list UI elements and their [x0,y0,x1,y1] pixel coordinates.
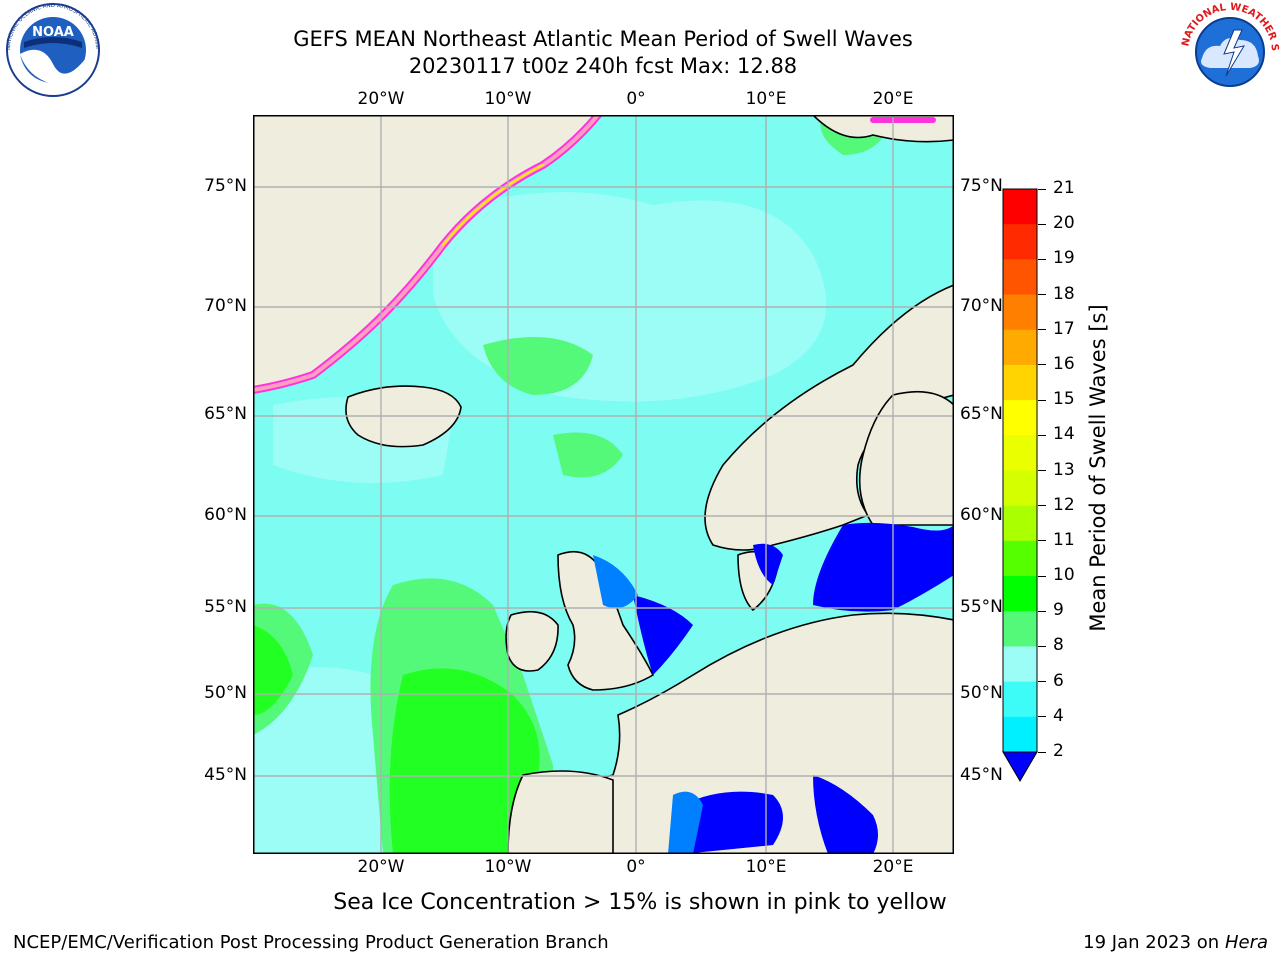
colorbar-tick-label: 8 [1053,635,1064,656]
colorbar-band [1003,470,1037,507]
colorbar-tick-label: 18 [1053,283,1075,304]
lat-label-right: 65°N [960,404,1003,424]
sea-ice-edge [253,115,936,394]
sea-ice-note: Sea Ice Concentration > 15% is shown in … [333,890,947,915]
lat-label-right: 70°N [960,296,1003,316]
credit-right: 19 Jan 2023 on Hera [1083,932,1268,953]
colorbar-tick-label: 13 [1053,459,1075,480]
lat-label-left: 70°N [204,296,247,316]
colorbar-tick-label: 20 [1053,213,1075,234]
credit-left: NCEP/EMC/Verification Post Processing Pr… [13,932,609,953]
colorbar-band [1003,681,1037,718]
colorbar-tick-label: 12 [1053,494,1075,515]
swell-2-4s-patches [633,522,954,854]
map-frame [253,115,954,854]
colorbar-band [1003,364,1037,401]
colorbar-tick-label: 17 [1053,318,1075,339]
nws-logo: NATIONAL WEATHER SERVICE [1176,0,1280,100]
lon-label-bottom: 20°E [872,857,914,877]
colorbar-tick-mark [1038,645,1046,647]
lat-label-left: 55°N [204,597,247,617]
graticule [253,115,954,854]
colorbar-band [1003,189,1037,225]
colorbar-extend-triangle [1002,751,1038,782]
colorbar-band [1003,435,1037,471]
colorbar-band [1003,611,1037,647]
colorbar-tick-mark [1038,610,1046,612]
colorbar-band [1003,224,1037,260]
colorbar-tick-label: 19 [1053,248,1075,269]
lon-label-top: 10°E [745,89,787,109]
lon-label-top: 20°W [357,89,405,109]
colorbar-band [1003,716,1037,753]
colorbar-tick-label: 21 [1053,178,1075,198]
colorbar-tick-label: 6 [1053,670,1064,691]
colorbar-band [1003,259,1037,296]
lat-label-left: 60°N [204,505,247,525]
lat-label-left: 65°N [204,404,247,424]
lat-label-right: 75°N [960,176,1003,196]
colorbar-tick-mark [1038,294,1046,296]
colorbar-tick-label: 10 [1053,565,1075,586]
colorbar-tick-label: 14 [1053,424,1075,445]
lon-label-top: 10°W [484,89,532,109]
colorbar-tick-mark [1038,540,1046,542]
swell-10-12s-patches [253,625,540,854]
colorbar-tick-label: 9 [1053,600,1064,621]
credit-date: 19 Jan 2023 on [1083,932,1225,953]
lon-label-top: 20°E [872,89,914,109]
lat-label-right: 60°N [960,505,1003,525]
lon-label-bottom: 10°E [745,857,787,877]
colorbar-band [1003,576,1037,612]
colorbar-band [1003,294,1037,331]
colorbar-bands [1003,189,1037,753]
colorbar-label: Mean Period of Swell Waves [s] [1086,304,1110,632]
credit-machine: Hera [1224,932,1268,953]
colorbar [1002,188,1038,784]
colorbar-band [1003,400,1037,436]
colorbar-tick-mark [1038,258,1046,260]
colorbar-tick-mark [1038,329,1046,331]
colorbar-tick-mark [1038,716,1046,718]
colorbar-tick-label: 11 [1053,529,1075,550]
lat-label-right: 55°N [960,597,1003,617]
lon-label-bottom: 10°W [484,857,532,877]
colorbar-tick-label: 2 [1053,741,1064,761]
colorbar-tick-mark [1038,188,1046,190]
lon-label-top: 0° [626,89,646,109]
colorbar-tick-mark [1038,364,1046,366]
colorbar-tick-label: 16 [1053,353,1075,374]
lat-label-right: 50°N [960,683,1003,703]
lon-label-bottom: 0° [626,857,646,877]
colorbar-tick-mark [1038,434,1046,436]
map-subtitle: 20230117 t00z 240h fcst Max: 12.88 [408,54,798,78]
svg-text:NOAA: NOAA [32,25,74,40]
colorbar-band [1003,329,1037,366]
colorbar-band [1003,505,1037,542]
colorbar-frame [1002,188,1038,753]
colorbar-tick-mark [1038,505,1046,507]
colorbar-tick-mark [1038,399,1046,401]
swell-4-6s-patches [593,555,703,854]
colorbar-tick-mark [1038,575,1046,577]
lat-label-left: 50°N [204,683,247,703]
colorbar-tick-label: 4 [1053,705,1064,726]
colorbar-tick-label: 15 [1053,389,1075,410]
map-title: GEFS MEAN Northeast Atlantic Mean Period… [293,27,913,51]
lat-label-left: 75°N [204,176,247,196]
noaa-logo: NOAA NATIONAL OCEANIC AND ATMOSPHERIC AD… [0,0,104,98]
colorbar-band [1003,646,1037,683]
colorbar-tick-mark [1038,681,1046,683]
lon-label-bottom: 20°W [357,857,405,877]
colorbar-tick-mark [1038,223,1046,225]
swell-period-map [253,115,954,854]
colorbar-tick-mark [1038,470,1046,471]
colorbar-tick-mark [1038,751,1046,753]
lat-label-left: 45°N [204,765,247,785]
colorbar-band [1003,540,1037,577]
lat-label-right: 45°N [960,765,1003,785]
